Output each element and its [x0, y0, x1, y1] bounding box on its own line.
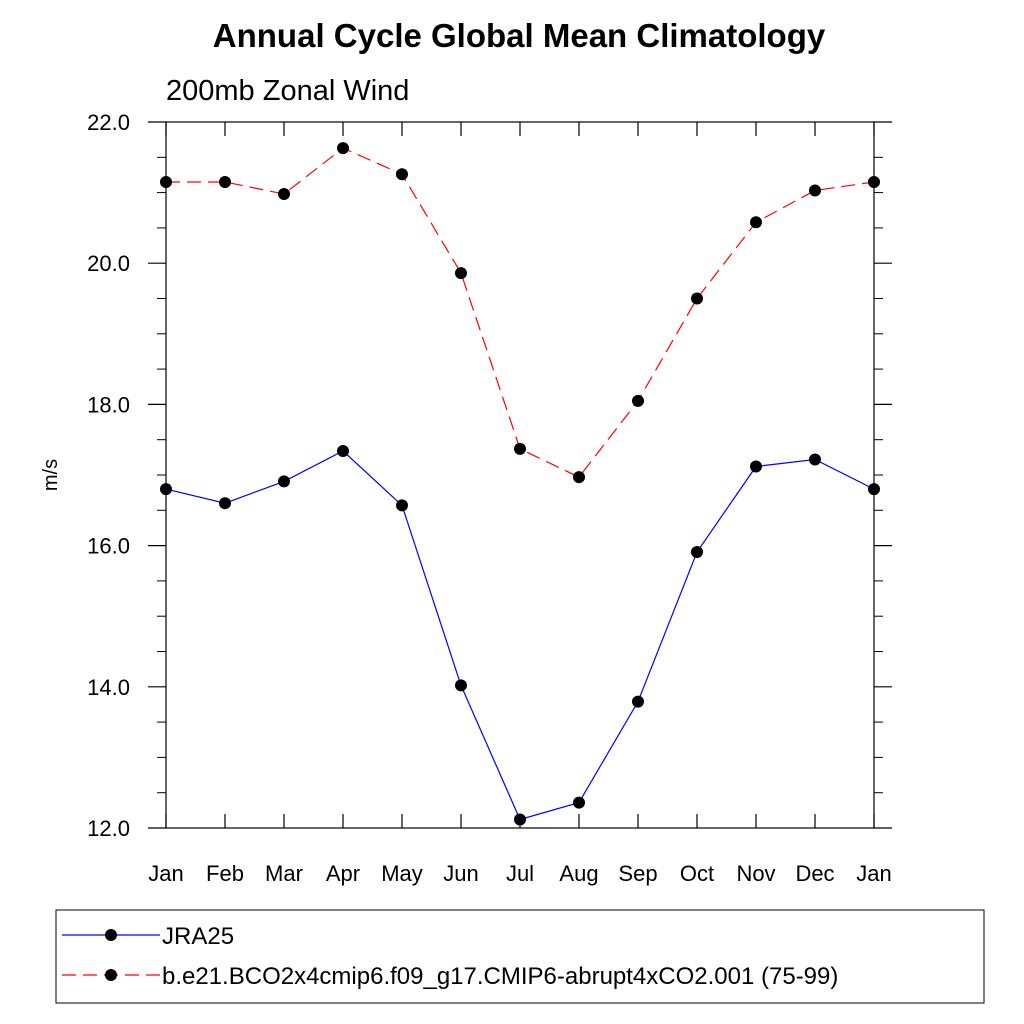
- legend: JRA25 b.e21.BCO2x4cmip6.f09_g17.CMIP6-abr…: [62, 923, 838, 990]
- x-tick-label: Jan: [148, 861, 183, 886]
- x-tick-labels: Jan Feb Mar Apr May Jun Jul Aug Sep Oct Nov Dec Jan: [148, 861, 891, 886]
- legend-entry-1: JRA25: [62, 923, 234, 950]
- series-1-point: [514, 813, 526, 826]
- y-tick-label: 16.0: [87, 534, 130, 559]
- series-2-point: [278, 188, 290, 201]
- series-1-point: [632, 695, 644, 708]
- series-1-line: [165, 450, 875, 821]
- series-2-point: [691, 292, 703, 305]
- series-2-point: [573, 471, 585, 484]
- x-tick-label: Jul: [506, 861, 534, 886]
- series-1-point: [691, 545, 703, 558]
- legend-entry-2: b.e21.BCO2x4cmip6.f09_g17.CMIP6-abrupt4x…: [62, 963, 838, 990]
- series-1-point: [278, 475, 290, 488]
- x-tick-label: Apr: [326, 861, 360, 886]
- x-tick-label: Mar: [265, 861, 303, 886]
- series-1-point: [160, 483, 172, 496]
- x-tick-label: Sep: [618, 861, 657, 886]
- x-tick-label: Feb: [206, 861, 244, 886]
- series-2-point: [219, 176, 231, 189]
- y-axis-label: m/s: [40, 459, 62, 491]
- x-tick-label: Oct: [680, 861, 714, 886]
- legend-marker: [105, 969, 117, 981]
- series-1-point: [396, 499, 408, 512]
- series-1-point: [219, 497, 231, 510]
- y-tick-labels: 12.0 14.0 16.0 18.0 20.0 22.0: [87, 110, 130, 841]
- series-1-point: [750, 460, 762, 473]
- series-2-point: [809, 184, 821, 197]
- series-1-point: [337, 444, 349, 457]
- series-2-point: [750, 216, 762, 229]
- chart-title: Annual Cycle Global Mean Climatology: [213, 17, 826, 54]
- x-tick-label: May: [381, 861, 423, 886]
- y-tick-label: 22.0: [87, 110, 130, 135]
- legend-label: b.e21.BCO2x4cmip6.f09_g17.CMIP6-abrupt4x…: [162, 963, 838, 990]
- series-2-point: [396, 168, 408, 181]
- axis-ticks: [148, 121, 892, 829]
- series-layer: [160, 142, 880, 826]
- y-tick-label: 14.0: [87, 675, 130, 700]
- plot-frame: [165, 121, 875, 829]
- x-tick-label: Aug: [559, 861, 598, 886]
- legend-marker: [105, 929, 117, 941]
- x-tick-label: Nov: [736, 861, 775, 886]
- series-1: [160, 444, 880, 826]
- x-tick-label: Dec: [795, 861, 834, 886]
- series-2-line: [166, 147, 875, 478]
- x-tick-label: Jun: [443, 861, 478, 886]
- series-2-point: [455, 267, 467, 280]
- series-2-point: [632, 394, 644, 407]
- series-2-point: [160, 176, 172, 189]
- series-1-point: [573, 796, 585, 809]
- y-tick-label: 12.0: [87, 816, 130, 841]
- series-2-point: [514, 442, 526, 455]
- series-1-point: [809, 453, 821, 466]
- series-2-point: [868, 176, 880, 189]
- series-2-point: [337, 142, 349, 155]
- series-1-point: [455, 679, 467, 692]
- legend-box: [55, 909, 985, 1004]
- series-2: [160, 142, 880, 484]
- chart-subtitle: 200mb Zonal Wind: [166, 75, 409, 107]
- x-tick-label: Jan: [856, 861, 891, 886]
- y-tick-label: 18.0: [87, 392, 130, 417]
- y-tick-label: 20.0: [87, 251, 130, 276]
- series-1-point: [868, 483, 880, 496]
- legend-label: JRA25: [162, 923, 234, 950]
